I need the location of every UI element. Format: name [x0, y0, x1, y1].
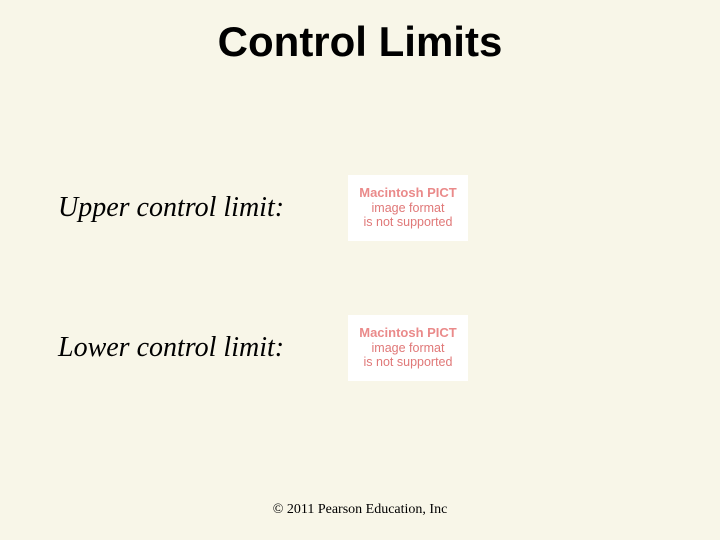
- placeholder-line3: is not supported: [364, 215, 453, 229]
- upper-limit-row: Upper control limit: Macintosh PICT imag…: [58, 175, 468, 241]
- placeholder-line1: Macintosh PICT: [359, 326, 457, 341]
- lower-limit-row: Lower control limit: Macintosh PICT imag…: [58, 315, 468, 381]
- page-title: Control Limits: [0, 18, 720, 66]
- placeholder-line2: image format: [372, 201, 445, 215]
- pict-placeholder-lower: Macintosh PICT image format is not suppo…: [348, 315, 468, 381]
- lower-limit-label: Lower control limit:: [58, 332, 338, 364]
- copyright-text: © 2011 Pearson Education, Inc: [0, 502, 720, 518]
- pict-placeholder-upper: Macintosh PICT image format is not suppo…: [348, 175, 468, 241]
- placeholder-line3: is not supported: [364, 355, 453, 369]
- placeholder-line1: Macintosh PICT: [359, 186, 457, 201]
- placeholder-line2: image format: [372, 341, 445, 355]
- upper-limit-label: Upper control limit:: [58, 192, 338, 224]
